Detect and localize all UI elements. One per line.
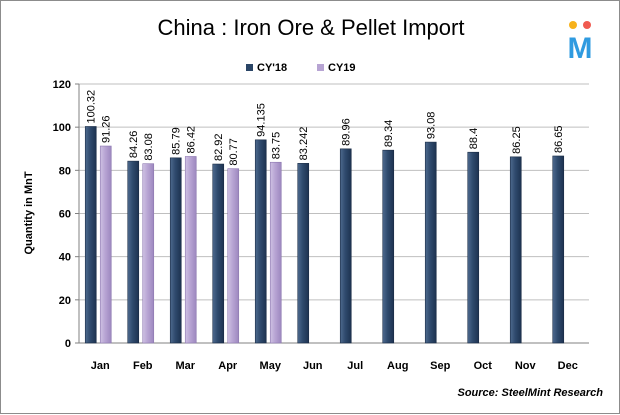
legend-label-cy19: CY19 bbox=[328, 62, 356, 74]
logo-letter: M bbox=[568, 32, 593, 65]
data-label: 100.32 bbox=[86, 90, 98, 124]
steelmint-logo: M bbox=[568, 21, 593, 65]
bar-cy18-nov bbox=[509, 156, 522, 344]
x-tick-label: Dec bbox=[558, 360, 578, 372]
data-label: 86.42 bbox=[186, 126, 198, 154]
x-tick-label: Nov bbox=[515, 360, 537, 372]
data-label: 86.25 bbox=[511, 126, 523, 154]
x-tick-label: Oct bbox=[474, 360, 493, 372]
y-tick-label: 120 bbox=[53, 79, 71, 91]
logo-dot-right bbox=[583, 21, 591, 29]
bar-cy19-apr bbox=[227, 168, 240, 344]
y-tick-label: 20 bbox=[59, 295, 71, 307]
bar-cy19-jan bbox=[99, 145, 112, 344]
chart-title: China : Iron Ore & Pellet Import bbox=[158, 15, 465, 40]
data-label: 91.26 bbox=[101, 115, 113, 143]
gridlines bbox=[79, 83, 589, 301]
data-label: 83.75 bbox=[271, 132, 283, 160]
y-tick-label: 80 bbox=[59, 165, 71, 177]
bar-cy18-oct bbox=[467, 151, 480, 344]
data-label: 93.08 bbox=[426, 112, 438, 140]
bars bbox=[84, 126, 565, 344]
data-label: 88.4 bbox=[468, 128, 480, 149]
bar-cy18-mar bbox=[169, 157, 182, 344]
data-label: 85.79 bbox=[171, 127, 183, 155]
legend-swatch-cy18 bbox=[246, 64, 253, 71]
bar-cy18-aug bbox=[382, 149, 395, 344]
data-label: 83.242 bbox=[298, 127, 310, 161]
x-tick-label: Mar bbox=[175, 360, 195, 372]
legend: CY'18 CY19 bbox=[246, 62, 356, 74]
bar-cy18-may bbox=[254, 139, 267, 344]
bar-cy19-may bbox=[269, 161, 282, 344]
data-label: 83.08 bbox=[143, 133, 155, 161]
bar-cy18-apr bbox=[212, 163, 225, 344]
bar-cy19-mar bbox=[184, 156, 197, 344]
legend-label-cy18: CY'18 bbox=[257, 62, 287, 74]
data-label: 94.135 bbox=[256, 103, 268, 137]
bar-cy18-jun bbox=[297, 163, 310, 344]
x-tick-label: Sep bbox=[430, 360, 450, 372]
x-tick-label: Jul bbox=[347, 360, 363, 372]
y-tick-label: 60 bbox=[59, 209, 71, 221]
data-label: 80.77 bbox=[228, 138, 240, 166]
bar-cy18-jul bbox=[339, 148, 352, 344]
x-tick-label: Jun bbox=[303, 360, 323, 372]
logo-dot-left bbox=[569, 21, 577, 29]
y-tick-label: 40 bbox=[59, 252, 71, 264]
x-tick-label: Jan bbox=[91, 360, 110, 372]
source-note: Source: SteelMint Research bbox=[458, 387, 604, 399]
y-axis-title: Quantity in MnT bbox=[23, 171, 35, 254]
x-tick-label: Feb bbox=[133, 360, 153, 372]
data-label: 82.92 bbox=[213, 133, 225, 161]
bar-cy18-feb bbox=[127, 160, 140, 344]
data-label: 89.96 bbox=[341, 118, 353, 146]
data-label: 89.34 bbox=[383, 120, 395, 148]
x-tick-label: Apr bbox=[218, 360, 238, 372]
x-tick-label: Aug bbox=[387, 360, 408, 372]
bar-cy18-dec bbox=[552, 155, 565, 344]
y-tick-label: 100 bbox=[53, 122, 71, 134]
bar-cy19-feb bbox=[142, 163, 155, 344]
bar-cy18-sep bbox=[424, 141, 437, 344]
bar-cy18-jan bbox=[84, 126, 97, 344]
data-label: 86.65 bbox=[553, 125, 565, 153]
axes: 0 20 40 60 80 100 120 Jan Feb Mar Apr May Jun Jul Aug S… bbox=[53, 79, 589, 372]
x-tick-label: May bbox=[260, 360, 282, 372]
data-label: 84.26 bbox=[128, 131, 140, 159]
legend-swatch-cy19 bbox=[317, 64, 324, 71]
y-tick-label: 0 bbox=[65, 338, 71, 350]
